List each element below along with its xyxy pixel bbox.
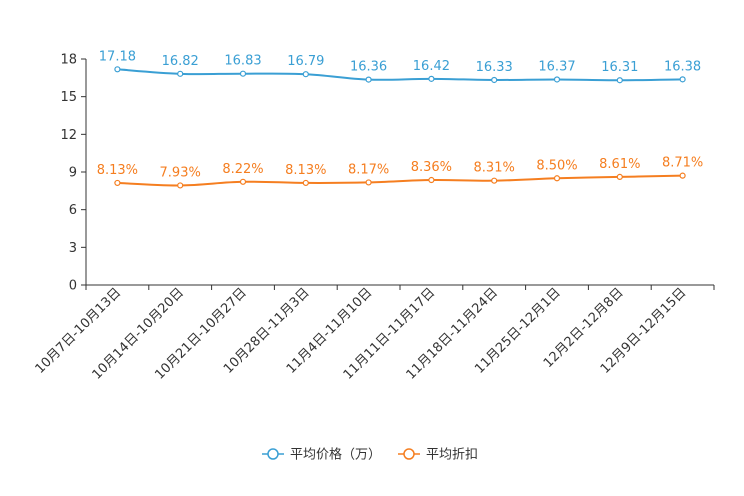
data-label: 16.33 bbox=[476, 60, 513, 75]
data-label: 16.42 bbox=[413, 59, 450, 74]
data-point bbox=[114, 179, 121, 187]
legend-label: 平均折扣 bbox=[426, 448, 478, 463]
data-point bbox=[491, 177, 498, 184]
legend-marker-icon bbox=[403, 448, 415, 460]
series-average-price: 17.18 16.82 16.83 16.79 16.36 16.42 16.33 16.37… bbox=[99, 49, 701, 84]
legend-label: 平均价格（万） bbox=[290, 447, 381, 463]
data-label: 8.31% bbox=[474, 161, 515, 176]
y-tick-label: 18 bbox=[60, 53, 77, 68]
data-point bbox=[114, 66, 121, 73]
y-tick-label: 6 bbox=[69, 203, 77, 218]
legend-item[interactable]: 平均折扣 bbox=[398, 448, 478, 463]
data-point bbox=[239, 178, 247, 185]
data-point bbox=[553, 76, 561, 83]
data-point bbox=[428, 176, 435, 184]
data-label: 8.50% bbox=[536, 158, 577, 173]
data-label: 8.61% bbox=[599, 157, 640, 172]
data-label: 7.93% bbox=[160, 165, 201, 180]
data-label: 16.36 bbox=[350, 60, 387, 75]
data-label: 16.38 bbox=[664, 59, 701, 74]
data-point bbox=[428, 75, 435, 82]
legend: 平均价格（万） 平均折扣 bbox=[262, 447, 478, 463]
data-label: 17.18 bbox=[99, 49, 136, 64]
legend-item[interactable]: 平均价格（万） bbox=[262, 447, 381, 463]
series-line bbox=[117, 68, 683, 82]
y-tick-label: 12 bbox=[60, 128, 77, 143]
data-label: 8.13% bbox=[97, 163, 138, 178]
data-point bbox=[302, 179, 309, 187]
data-point bbox=[616, 77, 623, 84]
y-tick-label: 3 bbox=[69, 241, 77, 256]
data-point bbox=[553, 175, 561, 182]
data-point bbox=[365, 179, 372, 186]
data-label: 8.36% bbox=[411, 160, 452, 175]
data-label: 16.83 bbox=[224, 54, 261, 69]
data-point bbox=[177, 182, 184, 189]
legend-marker-icon bbox=[267, 448, 279, 460]
series-layer: 17.18 16.82 16.83 16.79 16.36 16.42 16.33 16.37… bbox=[97, 49, 703, 189]
data-label: 8.13% bbox=[285, 163, 326, 178]
data-label: 16.31 bbox=[601, 60, 638, 75]
data-label: 16.79 bbox=[287, 54, 324, 69]
data-label: 16.37 bbox=[538, 59, 575, 74]
data-point bbox=[679, 172, 686, 179]
data-point bbox=[491, 76, 498, 84]
y-tick-label: 15 bbox=[60, 90, 77, 105]
series-line bbox=[117, 174, 683, 187]
y-tick-label: 0 bbox=[69, 279, 77, 294]
data-label: 16.82 bbox=[162, 54, 199, 69]
data-label: 8.71% bbox=[662, 156, 703, 171]
data-label: 8.17% bbox=[348, 162, 389, 177]
data-label: 8.22% bbox=[222, 162, 263, 177]
data-point bbox=[302, 71, 309, 78]
data-point bbox=[616, 173, 623, 180]
data-point bbox=[365, 76, 372, 83]
data-point bbox=[679, 76, 686, 83]
y-tick-label: 9 bbox=[69, 166, 77, 181]
series-average-discount: 8.13% 7.93% 8.22% 8.13% 8.17% 8.36% 8.31% 8.50%… bbox=[97, 156, 703, 189]
data-point bbox=[177, 70, 184, 77]
data-point bbox=[239, 70, 247, 77]
axes: 036912151810月7日-10月13日10月14日-10月20日10月21… bbox=[33, 53, 715, 383]
